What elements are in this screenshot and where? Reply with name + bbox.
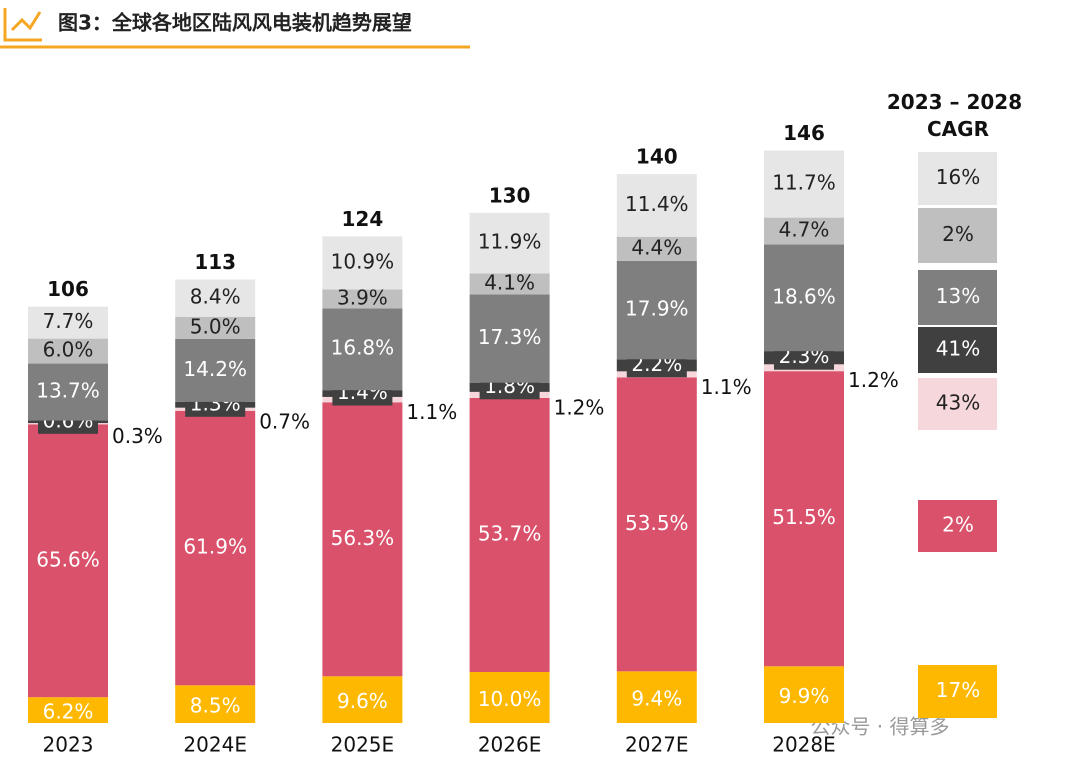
data-label: 10.0% [478, 687, 542, 711]
legend-label: 41% [936, 337, 980, 361]
data-label: 1.2% [554, 395, 605, 419]
bar-segment [764, 150, 844, 218]
total-label: 146 [783, 121, 825, 145]
bar-segment [322, 402, 403, 677]
data-label: 5.0% [190, 314, 241, 338]
legend-swatch [918, 152, 997, 205]
legend-label: 17% [936, 678, 980, 702]
legend-title-line: CAGR [927, 117, 989, 141]
bar-segment [764, 217, 844, 245]
data-label: 6.0% [43, 338, 94, 362]
total-label: 113 [194, 250, 236, 274]
total-label: 130 [489, 183, 531, 207]
legend-swatch [918, 327, 997, 373]
data-label: 8.4% [190, 285, 241, 309]
data-label: 7.7% [43, 309, 94, 333]
bar-segment [764, 371, 844, 667]
data-label: 6.2% [43, 700, 94, 724]
bar-segment [616, 174, 697, 237]
data-label: 65.6% [36, 547, 100, 571]
data-label: 9.9% [779, 684, 830, 708]
data-label: 17.3% [478, 325, 542, 349]
data-label: 9.6% [337, 689, 388, 713]
data-label: 1.2% [848, 368, 899, 392]
bar-segment [764, 666, 844, 723]
legend-label: 43% [936, 391, 980, 415]
x-tick-label: 2024E [183, 733, 247, 757]
legend-label: 13% [936, 284, 980, 308]
x-tick-label: 2025E [331, 733, 395, 757]
x-tick-label: 2027E [625, 733, 689, 757]
data-label: 17.9% [625, 297, 689, 321]
legend-swatch [918, 270, 997, 325]
data-label: 9.4% [631, 687, 682, 711]
bar-segment [322, 676, 403, 723]
data-label: 4.1% [484, 270, 535, 294]
data-label: 18.6% [772, 284, 836, 308]
legend-swatch [918, 665, 997, 718]
data-label: 10.9% [331, 249, 395, 273]
data-label: 1.1% [701, 375, 752, 399]
chart-title: 图3：全球各地区陆风风电装机趋势展望 [58, 11, 412, 35]
data-label: 51.5% [772, 505, 836, 529]
data-label: 53.5% [625, 511, 689, 535]
data-label: 4.7% [779, 218, 830, 242]
bar-segment [175, 338, 256, 402]
bar-segment [616, 671, 697, 723]
data-label: 53.7% [478, 521, 542, 545]
bar-segment [322, 289, 403, 309]
data-label: 0.3% [112, 424, 163, 448]
data-label: 13.7% [36, 379, 100, 403]
data-label: 16.8% [331, 336, 395, 360]
bar-segment [616, 260, 697, 360]
total-label: 106 [47, 277, 89, 301]
header-icon [3, 8, 42, 42]
bar-segment [764, 244, 844, 352]
x-tick-label: 2026E [478, 733, 542, 757]
bar-segment [28, 424, 108, 698]
x-tick-label: 2023 [43, 733, 94, 757]
legend-title: 2023 – 2028 CAGR [887, 90, 1029, 141]
bar-segment [616, 377, 697, 672]
bar-segment [469, 273, 550, 295]
legend-swatch [918, 208, 997, 263]
legend-label: 16% [936, 165, 980, 189]
bar-segment [175, 410, 256, 686]
bar-segment [28, 363, 108, 421]
bar-segment [175, 316, 256, 339]
bar-segment [322, 236, 403, 290]
bar-segment [28, 697, 108, 723]
bar-segment [469, 397, 550, 672]
x-tick-label: 2028E [772, 733, 836, 757]
legend-label: 2% [942, 222, 974, 246]
legend-title-line: 2023 – 2028 [887, 90, 1022, 114]
total-label: 140 [636, 145, 678, 169]
legend-label: 2% [942, 513, 974, 537]
data-label: 8.5% [190, 694, 241, 718]
bar-segment [616, 236, 697, 261]
legend-swatch [918, 378, 997, 430]
bar-segment [322, 308, 403, 391]
data-label: 14.2% [183, 357, 247, 381]
bar-segment [469, 212, 550, 274]
data-label: 61.9% [183, 535, 247, 559]
bar-segment [175, 685, 256, 723]
data-label: 11.7% [772, 171, 836, 195]
bar-segment [469, 294, 550, 383]
bar-segment [28, 306, 108, 339]
data-label: 1.1% [406, 400, 457, 424]
data-label: 4.4% [631, 235, 682, 259]
legend-swatch [918, 500, 997, 552]
data-label: 11.9% [478, 230, 542, 254]
data-label: 11.4% [625, 192, 689, 216]
total-label: 124 [342, 207, 384, 231]
bar-segment [469, 671, 550, 723]
data-label: 0.7% [259, 410, 310, 434]
bar-segment [175, 279, 256, 317]
data-label: 56.3% [331, 526, 395, 550]
bar-segment [28, 338, 108, 364]
